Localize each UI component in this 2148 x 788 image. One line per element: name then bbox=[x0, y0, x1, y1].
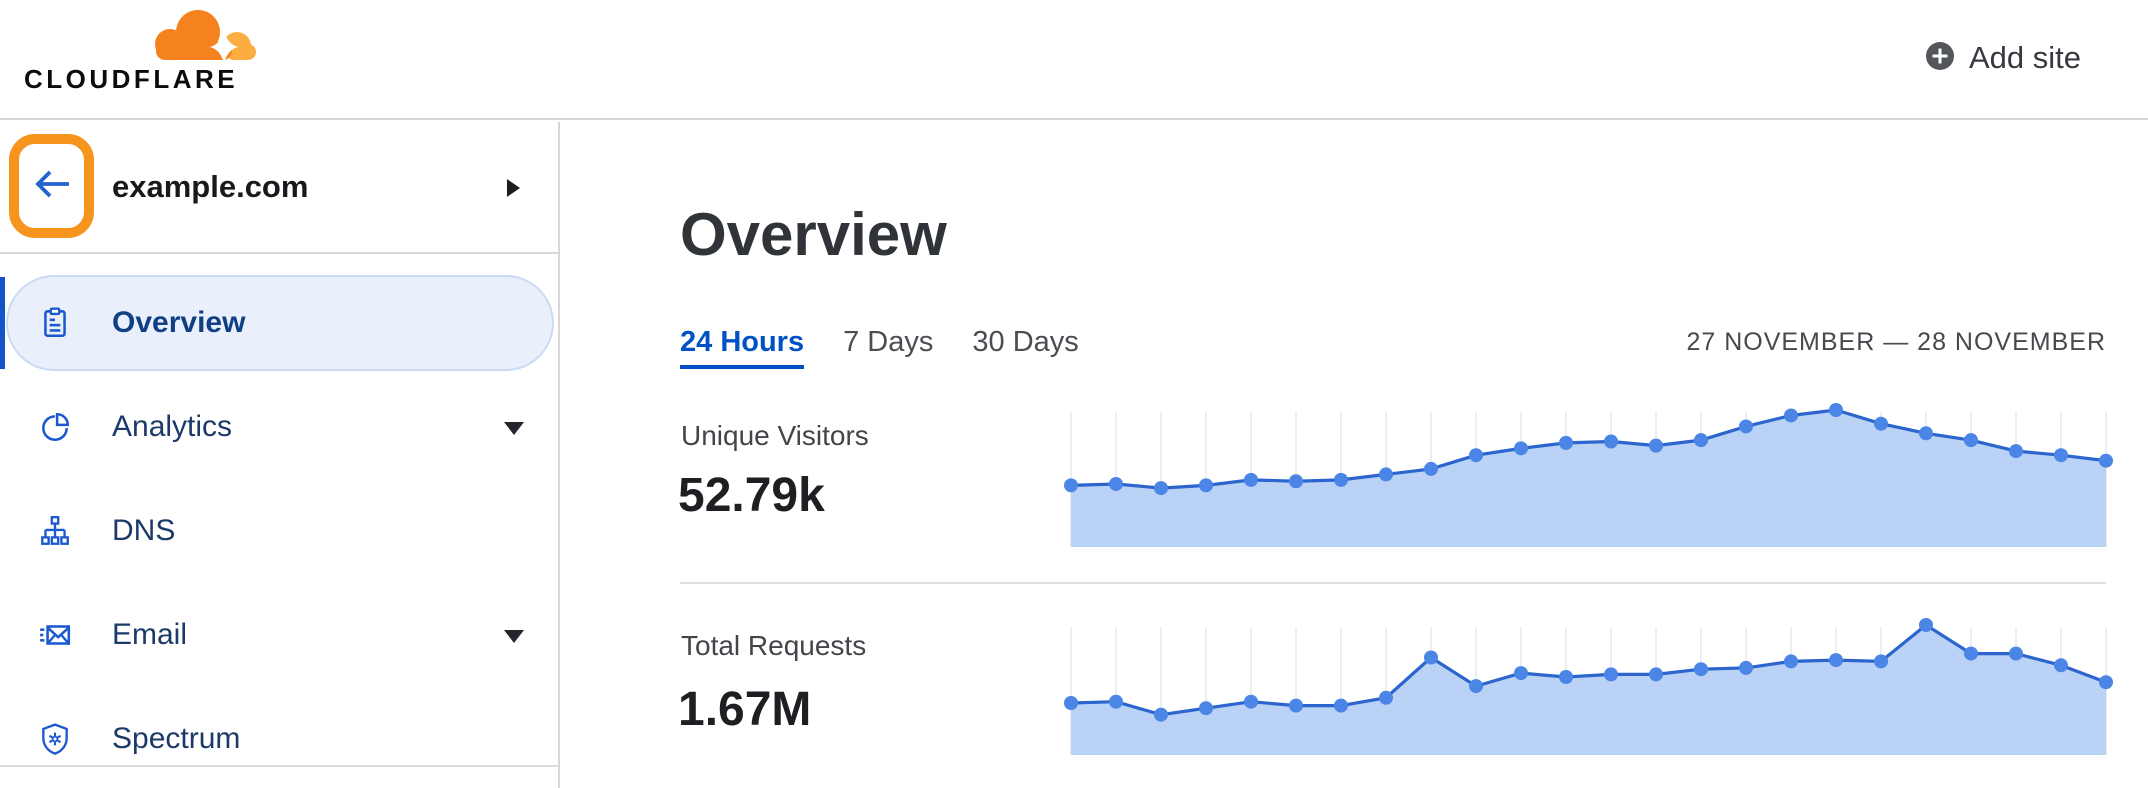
sidebar-item-label: Analytics bbox=[112, 410, 233, 443]
sidebar-item-email[interactable]: Email bbox=[0, 587, 558, 683]
top-bar: CLOUDFLARE Add site bbox=[0, 0, 2148, 120]
selected-accent-bar bbox=[0, 277, 5, 369]
total-requests-value: 1.67M bbox=[678, 683, 812, 736]
plus-circle-icon bbox=[1924, 40, 1956, 77]
chevron-down-icon[interactable] bbox=[504, 422, 524, 435]
arrow-left-icon bbox=[29, 166, 75, 207]
total-requests-chart[interactable] bbox=[1064, 618, 2113, 755]
section-divider bbox=[680, 582, 2106, 584]
selected-pill bbox=[6, 275, 554, 371]
unique-visitors-chart[interactable] bbox=[1064, 403, 2113, 547]
cloudflare-cloud-icon bbox=[24, 6, 262, 62]
sidebar-item-dns[interactable]: DNS bbox=[0, 483, 558, 579]
unique-visitors-label: Unique Visitors bbox=[681, 420, 869, 451]
page-title: Overview bbox=[680, 201, 947, 268]
tab-24-hours[interactable]: 24 Hours bbox=[680, 326, 805, 369]
sidebar-item-label: Email bbox=[112, 618, 188, 651]
date-range-label: 27 NOVEMBER — 28 NOVEMBER bbox=[1686, 328, 2106, 356]
sidebar: example.com Overview bbox=[0, 122, 560, 788]
tab-30-days[interactable]: 30 Days bbox=[972, 326, 1079, 358]
cloudflare-logo[interactable]: CLOUDFLARE bbox=[24, 6, 262, 95]
site-selector[interactable]: example.com bbox=[0, 122, 558, 254]
pie-chart-icon bbox=[38, 410, 72, 444]
unique-visitors-value: 52.79k bbox=[678, 469, 825, 522]
chevron-right-icon[interactable] bbox=[507, 179, 520, 197]
tab-7-days[interactable]: 7 Days bbox=[843, 326, 934, 358]
sidebar-item-overview[interactable]: Overview bbox=[0, 275, 558, 371]
email-icon bbox=[38, 618, 72, 652]
site-name: example.com bbox=[112, 169, 309, 204]
add-site-button[interactable]: Add site bbox=[1924, 30, 2081, 86]
sidebar-item-label: Spectrum bbox=[112, 722, 241, 755]
add-site-label: Add site bbox=[1969, 40, 2082, 75]
sidebar-nav: Overview Analytics bbox=[0, 275, 558, 788]
cloudflare-wordmark: CLOUDFLARE bbox=[24, 64, 239, 94]
sidebar-item-label: Overview bbox=[112, 306, 246, 339]
sidebar-item-analytics[interactable]: Analytics bbox=[0, 379, 558, 475]
sidebar-item-label: DNS bbox=[112, 514, 176, 547]
back-button[interactable] bbox=[9, 134, 94, 238]
sidebar-group-divider bbox=[0, 765, 558, 767]
dns-tree-icon bbox=[38, 514, 72, 548]
total-requests-label: Total Requests bbox=[681, 630, 867, 661]
chevron-down-icon[interactable] bbox=[504, 630, 524, 643]
sidebar-item-spectrum[interactable]: Spectrum bbox=[0, 691, 558, 787]
time-range-tabs: 24 Hours 7 Days 30 Days bbox=[680, 326, 1079, 369]
shield-icon bbox=[38, 722, 72, 756]
clipboard-icon bbox=[38, 306, 72, 340]
